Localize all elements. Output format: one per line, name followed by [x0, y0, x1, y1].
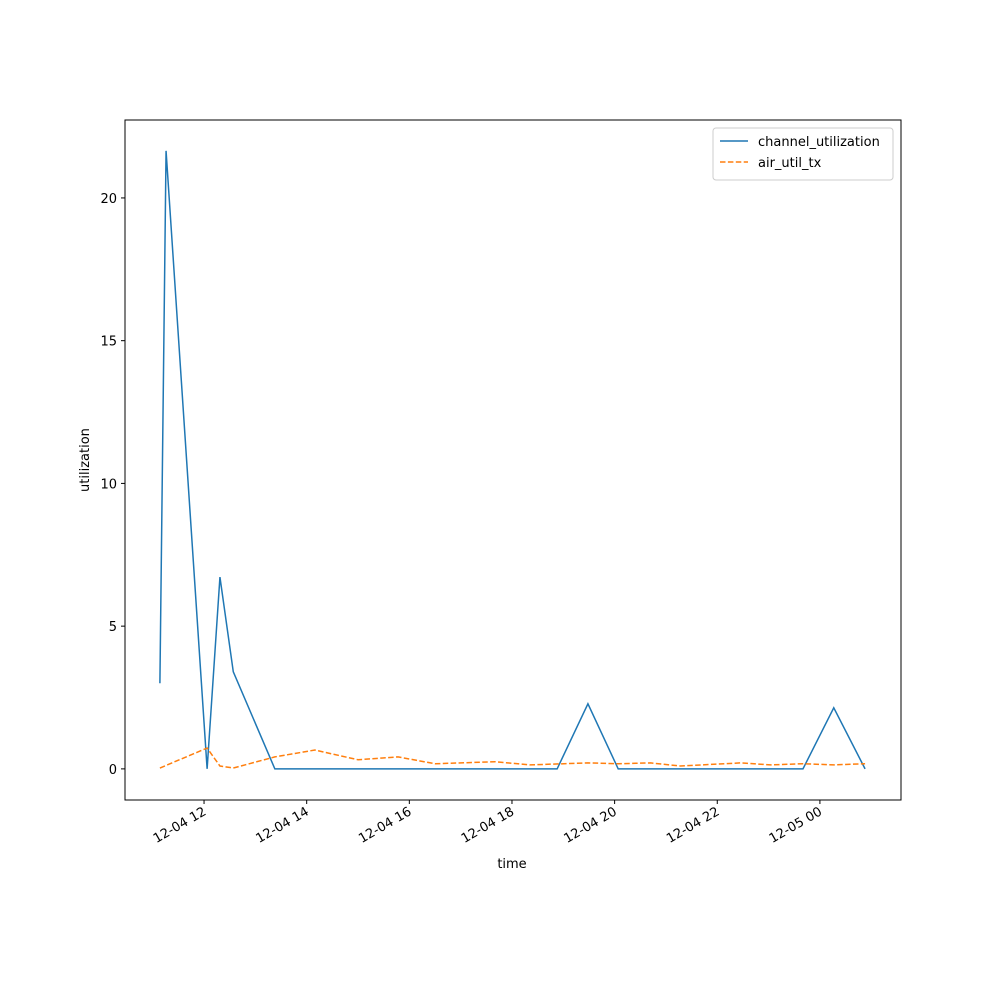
x-tick-label: 12-04 22 [664, 804, 722, 846]
x-tick-label: 12-04 16 [356, 804, 414, 846]
y-axis-label: utilization [78, 428, 93, 492]
data-line [159, 150, 866, 770]
x-tick-label: 12-04 20 [561, 804, 619, 846]
legend: channel_utilization air_util_tx [712, 127, 894, 181]
x-tick-label: 12-05 00 [767, 804, 825, 846]
legend-label: air_util_tx [758, 156, 822, 171]
y-tick-label: 15 [100, 335, 117, 350]
y-tick-label: 10 [100, 477, 117, 492]
y-tick-label: 5 [109, 620, 117, 635]
x-tick-label: 12-04 12 [151, 804, 209, 846]
x-tick-label: 12-04 14 [254, 804, 312, 846]
y-tick-label: 20 [100, 192, 117, 207]
legend-box [712, 127, 894, 181]
y-tick-label: 0 [109, 763, 117, 778]
x-axis-label: time [497, 857, 526, 872]
x-tick-label: 12-04 18 [459, 804, 517, 846]
plot-area [124, 119, 902, 801]
legend-label: channel_utilization [758, 135, 880, 150]
